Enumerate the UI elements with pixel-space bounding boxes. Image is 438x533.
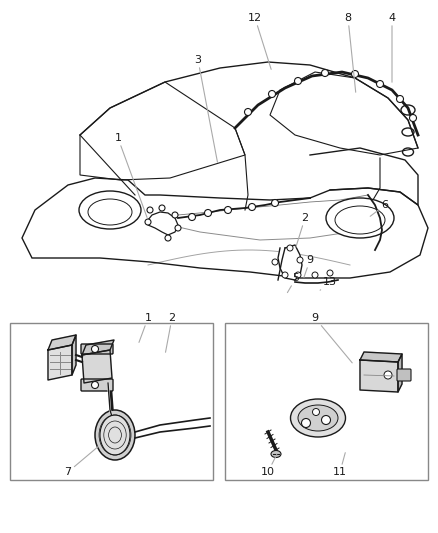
Ellipse shape xyxy=(79,191,141,229)
Ellipse shape xyxy=(326,198,394,238)
Polygon shape xyxy=(360,352,402,362)
Circle shape xyxy=(244,109,251,116)
Circle shape xyxy=(92,382,99,389)
Circle shape xyxy=(377,80,384,87)
Ellipse shape xyxy=(88,199,132,225)
Polygon shape xyxy=(72,335,76,375)
Circle shape xyxy=(272,259,278,265)
Circle shape xyxy=(272,199,279,206)
Circle shape xyxy=(225,206,232,214)
Circle shape xyxy=(248,204,255,211)
Circle shape xyxy=(352,70,358,77)
FancyBboxPatch shape xyxy=(81,344,113,354)
Circle shape xyxy=(327,270,333,276)
Circle shape xyxy=(92,345,99,352)
Text: 4: 4 xyxy=(389,13,396,82)
Text: 1: 1 xyxy=(139,313,152,342)
FancyBboxPatch shape xyxy=(81,379,113,391)
Text: 1: 1 xyxy=(114,133,147,217)
Text: 6: 6 xyxy=(370,200,389,216)
Circle shape xyxy=(321,69,328,77)
FancyBboxPatch shape xyxy=(397,369,411,381)
Circle shape xyxy=(384,371,392,379)
Text: 12: 12 xyxy=(248,13,271,69)
Circle shape xyxy=(175,225,181,231)
Circle shape xyxy=(282,272,288,278)
Circle shape xyxy=(147,207,153,213)
Text: 2: 2 xyxy=(166,313,176,352)
Circle shape xyxy=(294,77,301,85)
Circle shape xyxy=(145,219,151,225)
Circle shape xyxy=(396,95,403,102)
Polygon shape xyxy=(398,354,402,392)
Text: 11: 11 xyxy=(333,453,347,477)
Circle shape xyxy=(321,416,331,424)
Circle shape xyxy=(287,245,293,251)
Polygon shape xyxy=(148,212,178,235)
Circle shape xyxy=(410,115,417,122)
Text: 7: 7 xyxy=(64,447,98,477)
Text: 3: 3 xyxy=(194,55,218,162)
Text: 2: 2 xyxy=(296,213,308,247)
Ellipse shape xyxy=(335,206,385,234)
Text: 10: 10 xyxy=(261,455,277,477)
Circle shape xyxy=(297,257,303,263)
Polygon shape xyxy=(278,245,302,280)
Circle shape xyxy=(312,272,318,278)
Text: 9: 9 xyxy=(311,313,352,363)
Circle shape xyxy=(268,91,276,98)
Ellipse shape xyxy=(290,399,346,437)
Polygon shape xyxy=(82,340,114,355)
Circle shape xyxy=(159,205,165,211)
Text: 9: 9 xyxy=(304,255,314,277)
Circle shape xyxy=(172,212,178,218)
Bar xyxy=(225,323,428,480)
Circle shape xyxy=(295,272,301,278)
Text: 13: 13 xyxy=(320,277,337,290)
Ellipse shape xyxy=(298,405,338,431)
Ellipse shape xyxy=(100,415,130,455)
Text: 8: 8 xyxy=(344,13,356,92)
Circle shape xyxy=(312,408,319,416)
Polygon shape xyxy=(360,360,398,392)
Polygon shape xyxy=(48,335,76,350)
Polygon shape xyxy=(82,350,112,383)
Ellipse shape xyxy=(271,450,281,457)
Circle shape xyxy=(188,214,195,221)
Circle shape xyxy=(205,209,212,216)
Polygon shape xyxy=(48,345,72,380)
Bar xyxy=(10,323,213,480)
Ellipse shape xyxy=(95,410,135,460)
Circle shape xyxy=(165,235,171,241)
Circle shape xyxy=(301,418,311,427)
Text: 5: 5 xyxy=(287,273,300,293)
